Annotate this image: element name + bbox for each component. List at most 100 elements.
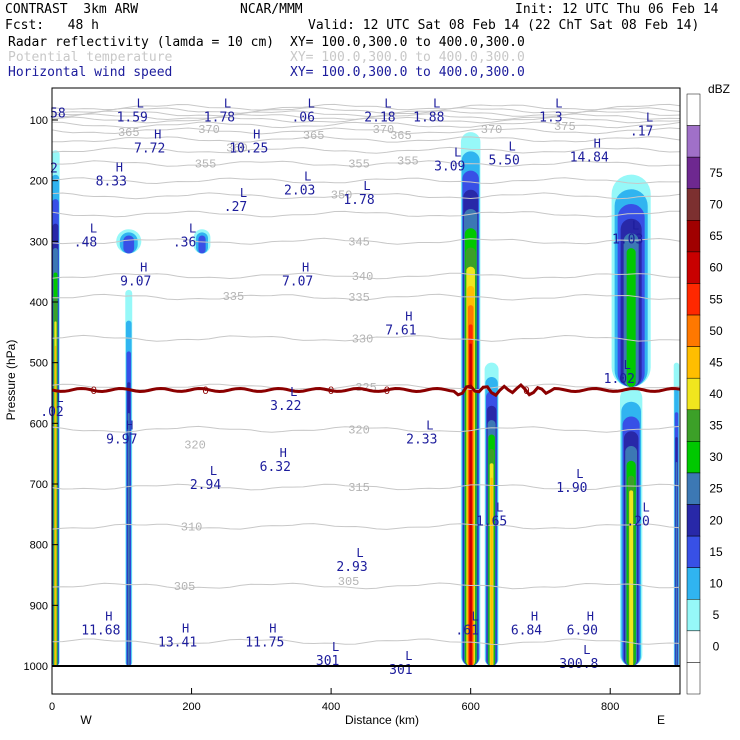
wind-center-letter: H xyxy=(587,610,594,624)
theta-label: 310 xyxy=(181,520,203,534)
melting-level-label: 0 xyxy=(202,386,209,398)
theta-label: 345 xyxy=(348,235,370,249)
theta-label: 305 xyxy=(174,580,196,594)
field-wind-name: Horizontal wind speed xyxy=(8,65,173,80)
colorbar-tick-label: 30 xyxy=(709,450,723,464)
theta-label: 370 xyxy=(481,123,503,137)
wind-center-letter: L xyxy=(332,640,339,654)
plot-frame xyxy=(51,87,681,695)
colorbar-segment xyxy=(686,125,701,158)
colorbar-tick-label: 5 xyxy=(713,608,720,622)
wind-center-letter: H xyxy=(182,622,189,636)
wind-center-letter: L xyxy=(509,139,516,153)
wind-value-label: 2.94 xyxy=(190,478,221,493)
wind-center-letter: H xyxy=(531,610,538,624)
colorbar-segment xyxy=(686,93,701,126)
wind-edge-label: 58 xyxy=(50,106,66,121)
wind-value-label: 5.50 xyxy=(489,153,520,168)
theta-label: 320 xyxy=(184,439,206,453)
colorbar-tick-label: 10 xyxy=(709,576,723,590)
wind-center-letter: L xyxy=(496,500,503,514)
theta-contour xyxy=(52,146,680,154)
colorbar-segment xyxy=(686,251,701,284)
wind-value-label: 1.02 xyxy=(604,372,635,387)
theta-contour xyxy=(52,582,680,590)
colorbar-unit: dBZ xyxy=(708,82,730,96)
wind-center-letter: L xyxy=(356,546,363,560)
theta-contour xyxy=(52,110,680,117)
wind-value-label: 1.78 xyxy=(204,111,235,126)
wind-value-label: 6.90 xyxy=(567,624,598,639)
echo-cell xyxy=(123,235,135,254)
header-model: CONTRAST 3km ARW xyxy=(5,2,139,17)
y-tick-label: 100 xyxy=(30,115,48,127)
x-tick-label: 400 xyxy=(322,701,340,713)
wind-center-letter: L xyxy=(426,418,433,432)
wind-center-letter: L xyxy=(576,467,583,481)
wind-center-letter: L xyxy=(405,649,412,663)
theta-contour xyxy=(52,638,680,646)
theta-label: 305 xyxy=(338,575,360,589)
colorbar-tick-label: 15 xyxy=(709,545,723,559)
wind-value-label: 2.03 xyxy=(284,184,315,199)
colorbar-tick-label: 50 xyxy=(709,324,723,338)
wind-center-letter: L xyxy=(189,221,196,235)
theta-label: 355 xyxy=(195,158,217,172)
wind-center-letter: L xyxy=(290,385,297,399)
theta-contour xyxy=(52,237,680,245)
x-west-label: W xyxy=(80,713,92,727)
wind-center-letter: L xyxy=(632,218,639,232)
colorbar-tick-label: 20 xyxy=(709,513,723,527)
colorbar-tick-label: 25 xyxy=(709,482,723,496)
colorbar-tick-label: 55 xyxy=(709,292,723,306)
y-tick-label: 900 xyxy=(30,600,48,612)
echo-cell xyxy=(198,235,206,254)
theta-label: 355 xyxy=(348,158,370,172)
wind-center-letter: L xyxy=(624,358,631,372)
wind-value-label: 7.61 xyxy=(385,323,416,338)
wind-value-label: 6.32 xyxy=(260,460,291,475)
wind-center-letter: L xyxy=(555,97,562,111)
wind-center-letter: L xyxy=(472,610,479,624)
echo-cell xyxy=(675,461,678,666)
header-fcst: Fcst: 48 h xyxy=(5,18,99,33)
theta-contour xyxy=(52,293,680,301)
colorbar-segment xyxy=(686,283,701,316)
wind-value-label: 3.09 xyxy=(434,159,465,174)
theta-label: 330 xyxy=(352,332,374,346)
header-valid: Valid: 12 UTC Sat 08 Feb 14 (22 ChT Sat … xyxy=(308,18,700,33)
colorbar-segment xyxy=(686,409,701,442)
colorbar-segment xyxy=(686,346,701,379)
theta-contour xyxy=(52,210,680,218)
field-wind-xy: XY= 100.0,300.0 to 400.0,300.0 xyxy=(290,65,525,80)
field-reflectivity-xy: XY= 100.0,300.0 to 400.0,300.0 xyxy=(290,35,525,50)
colorbar-tick-label: 35 xyxy=(709,419,723,433)
theta-label: 355 xyxy=(397,155,419,169)
colorbar-tick-label: 75 xyxy=(709,166,723,180)
wind-value-label: 13.41 xyxy=(158,636,197,651)
wind-value-label: 10.25 xyxy=(229,141,268,156)
wind-value-label: 8.33 xyxy=(96,175,127,190)
theta-label: 365 xyxy=(303,129,325,143)
echo-cell xyxy=(626,248,636,387)
colorbar-segment xyxy=(686,156,701,189)
x-tick-label: 800 xyxy=(601,701,619,713)
wind-center-letter: H xyxy=(126,418,133,432)
theta-label: 365 xyxy=(118,126,140,140)
wind-value-label: 14.84 xyxy=(570,150,609,165)
wind-value-label: .36 xyxy=(173,235,196,250)
wind-center-letter: L xyxy=(384,97,391,111)
field-reflectivity-name: Radar reflectivity (lamda = 10 cm) xyxy=(8,35,275,50)
theta-contour xyxy=(52,177,680,185)
wind-edge-label: 2 xyxy=(50,161,58,176)
wind-value-label: 7.07 xyxy=(282,275,313,290)
wind-value-label: 11.75 xyxy=(245,636,284,651)
colorbar-segment xyxy=(686,599,701,632)
theta-contour xyxy=(52,483,680,491)
wind-value-label: .27 xyxy=(224,200,247,215)
wind-center-letter: L xyxy=(90,221,97,235)
colorbar-segment xyxy=(686,188,701,221)
y-tick-label: 700 xyxy=(30,479,48,491)
theta-label: 370 xyxy=(198,123,220,137)
colorbar-tick-label: 45 xyxy=(709,355,723,369)
